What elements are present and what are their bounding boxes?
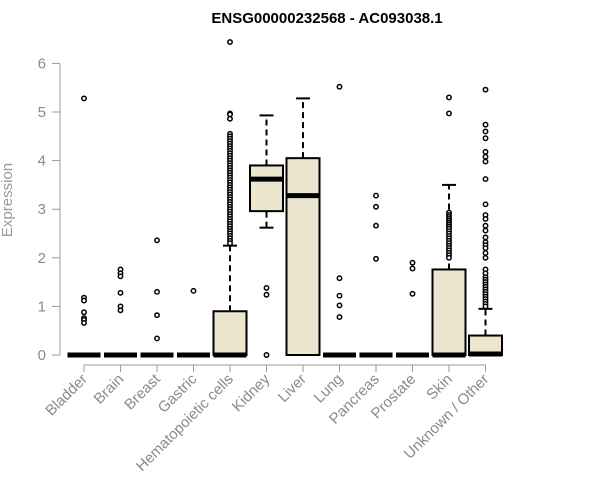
outlier-point: [190, 287, 197, 294]
outlier-point: [154, 312, 160, 319]
box-group: [285, 97, 321, 356]
outlier-point: [227, 39, 233, 45]
outlier-point: [263, 352, 270, 358]
box-group: [67, 95, 101, 358]
outlier-point: [373, 255, 379, 262]
box-group: [431, 94, 467, 358]
x-tick-label: Kidney: [229, 370, 274, 415]
outlier-point: [482, 135, 489, 142]
box-group: [468, 86, 503, 357]
outlier-point: [154, 288, 160, 295]
outlier-point: [482, 227, 489, 234]
outlier-point: [482, 201, 489, 208]
box-group: [359, 192, 393, 358]
outlier-point: [446, 94, 452, 101]
boxplot-series: [67, 39, 503, 358]
x-tick-label: Bladder: [42, 371, 91, 420]
outlier-point: [336, 275, 343, 282]
outlier-point: [154, 237, 160, 244]
outlier-point: [263, 291, 270, 298]
box-body: [249, 164, 284, 213]
box-group: [249, 114, 284, 358]
outlier-point: [227, 115, 233, 122]
outlier-point: [81, 319, 87, 326]
outlier-point: [263, 284, 270, 291]
box-group: [323, 83, 356, 358]
y-tick-label: 5: [38, 104, 46, 121]
outlier-point: [336, 302, 343, 309]
box-group: [396, 259, 429, 358]
y-tick-label: 3: [38, 201, 46, 218]
y-tick-label: 1: [38, 298, 46, 315]
outlier-point: [117, 273, 124, 280]
box-body: [212, 310, 248, 357]
outlier-point: [409, 265, 416, 272]
outlier-point: [482, 249, 489, 256]
outlier-point: [81, 297, 87, 304]
outlier-point: [446, 110, 452, 117]
box-body: [285, 157, 321, 356]
outlier-point: [482, 121, 489, 128]
outlier-point: [482, 245, 489, 252]
y-axis: 0 1 2 3 4 5 6: [38, 55, 61, 364]
chart-title: ENSG00000232568 - AC093038.1: [211, 10, 442, 27]
y-tick-label: 0: [38, 347, 46, 364]
box-group: [140, 237, 174, 358]
outlier-point: [81, 95, 87, 102]
outlier-point: [482, 303, 489, 310]
box-body: [431, 268, 467, 356]
outlier-point: [482, 234, 489, 241]
box-group: [177, 287, 210, 358]
outlier-point: [227, 240, 233, 247]
outlier-point: [482, 153, 489, 160]
outlier-point: [373, 222, 379, 229]
outlier-point: [81, 309, 87, 316]
outlier-point: [482, 128, 489, 135]
outlier-point: [373, 192, 379, 199]
outlier-point: [482, 148, 489, 155]
x-tick-label: Liver: [275, 371, 310, 406]
outlier-point: [482, 222, 489, 229]
outlier-point: [373, 203, 379, 210]
outlier-point: [446, 254, 452, 261]
outlier-point: [336, 83, 343, 90]
outlier-point: [336, 314, 343, 321]
y-axis-label: Expression: [0, 163, 16, 237]
outlier-point: [482, 176, 489, 183]
outlier-point: [154, 335, 160, 342]
y-tick-label: 4: [38, 153, 46, 170]
outlier-point: [482, 215, 489, 222]
outlier-point: [482, 86, 489, 93]
outlier-point: [117, 307, 124, 314]
box-group: [104, 266, 137, 358]
outlier-point: [482, 254, 489, 261]
outlier-point: [336, 292, 343, 299]
box-group: [212, 39, 248, 358]
outlier-point: [409, 259, 416, 266]
x-tick-label: Skin: [423, 371, 456, 404]
outlier-point: [482, 158, 489, 165]
y-tick-label: 2: [38, 250, 46, 267]
y-tick-label: 6: [38, 55, 46, 72]
outlier-point: [409, 290, 416, 297]
outlier-point: [117, 289, 124, 296]
